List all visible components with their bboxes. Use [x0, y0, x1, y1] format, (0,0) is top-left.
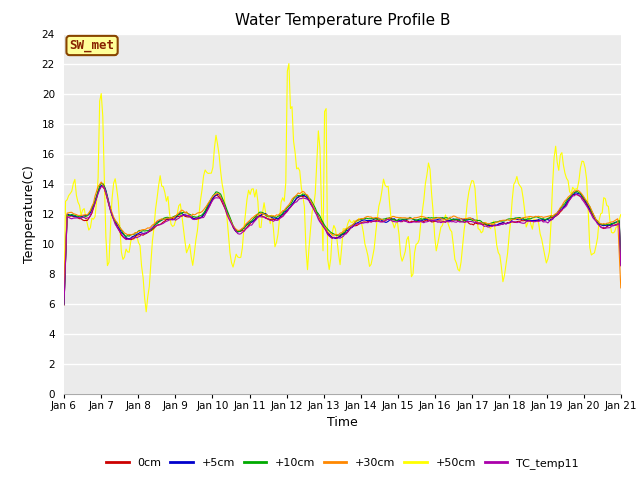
- Text: SW_met: SW_met: [70, 39, 115, 52]
- Title: Water Temperature Profile B: Water Temperature Profile B: [235, 13, 450, 28]
- X-axis label: Time: Time: [327, 416, 358, 429]
- Y-axis label: Temperature(C): Temperature(C): [23, 165, 36, 263]
- Legend: 0cm, +5cm, +10cm, +30cm, +50cm, TC_temp11: 0cm, +5cm, +10cm, +30cm, +50cm, TC_temp1…: [102, 453, 583, 473]
